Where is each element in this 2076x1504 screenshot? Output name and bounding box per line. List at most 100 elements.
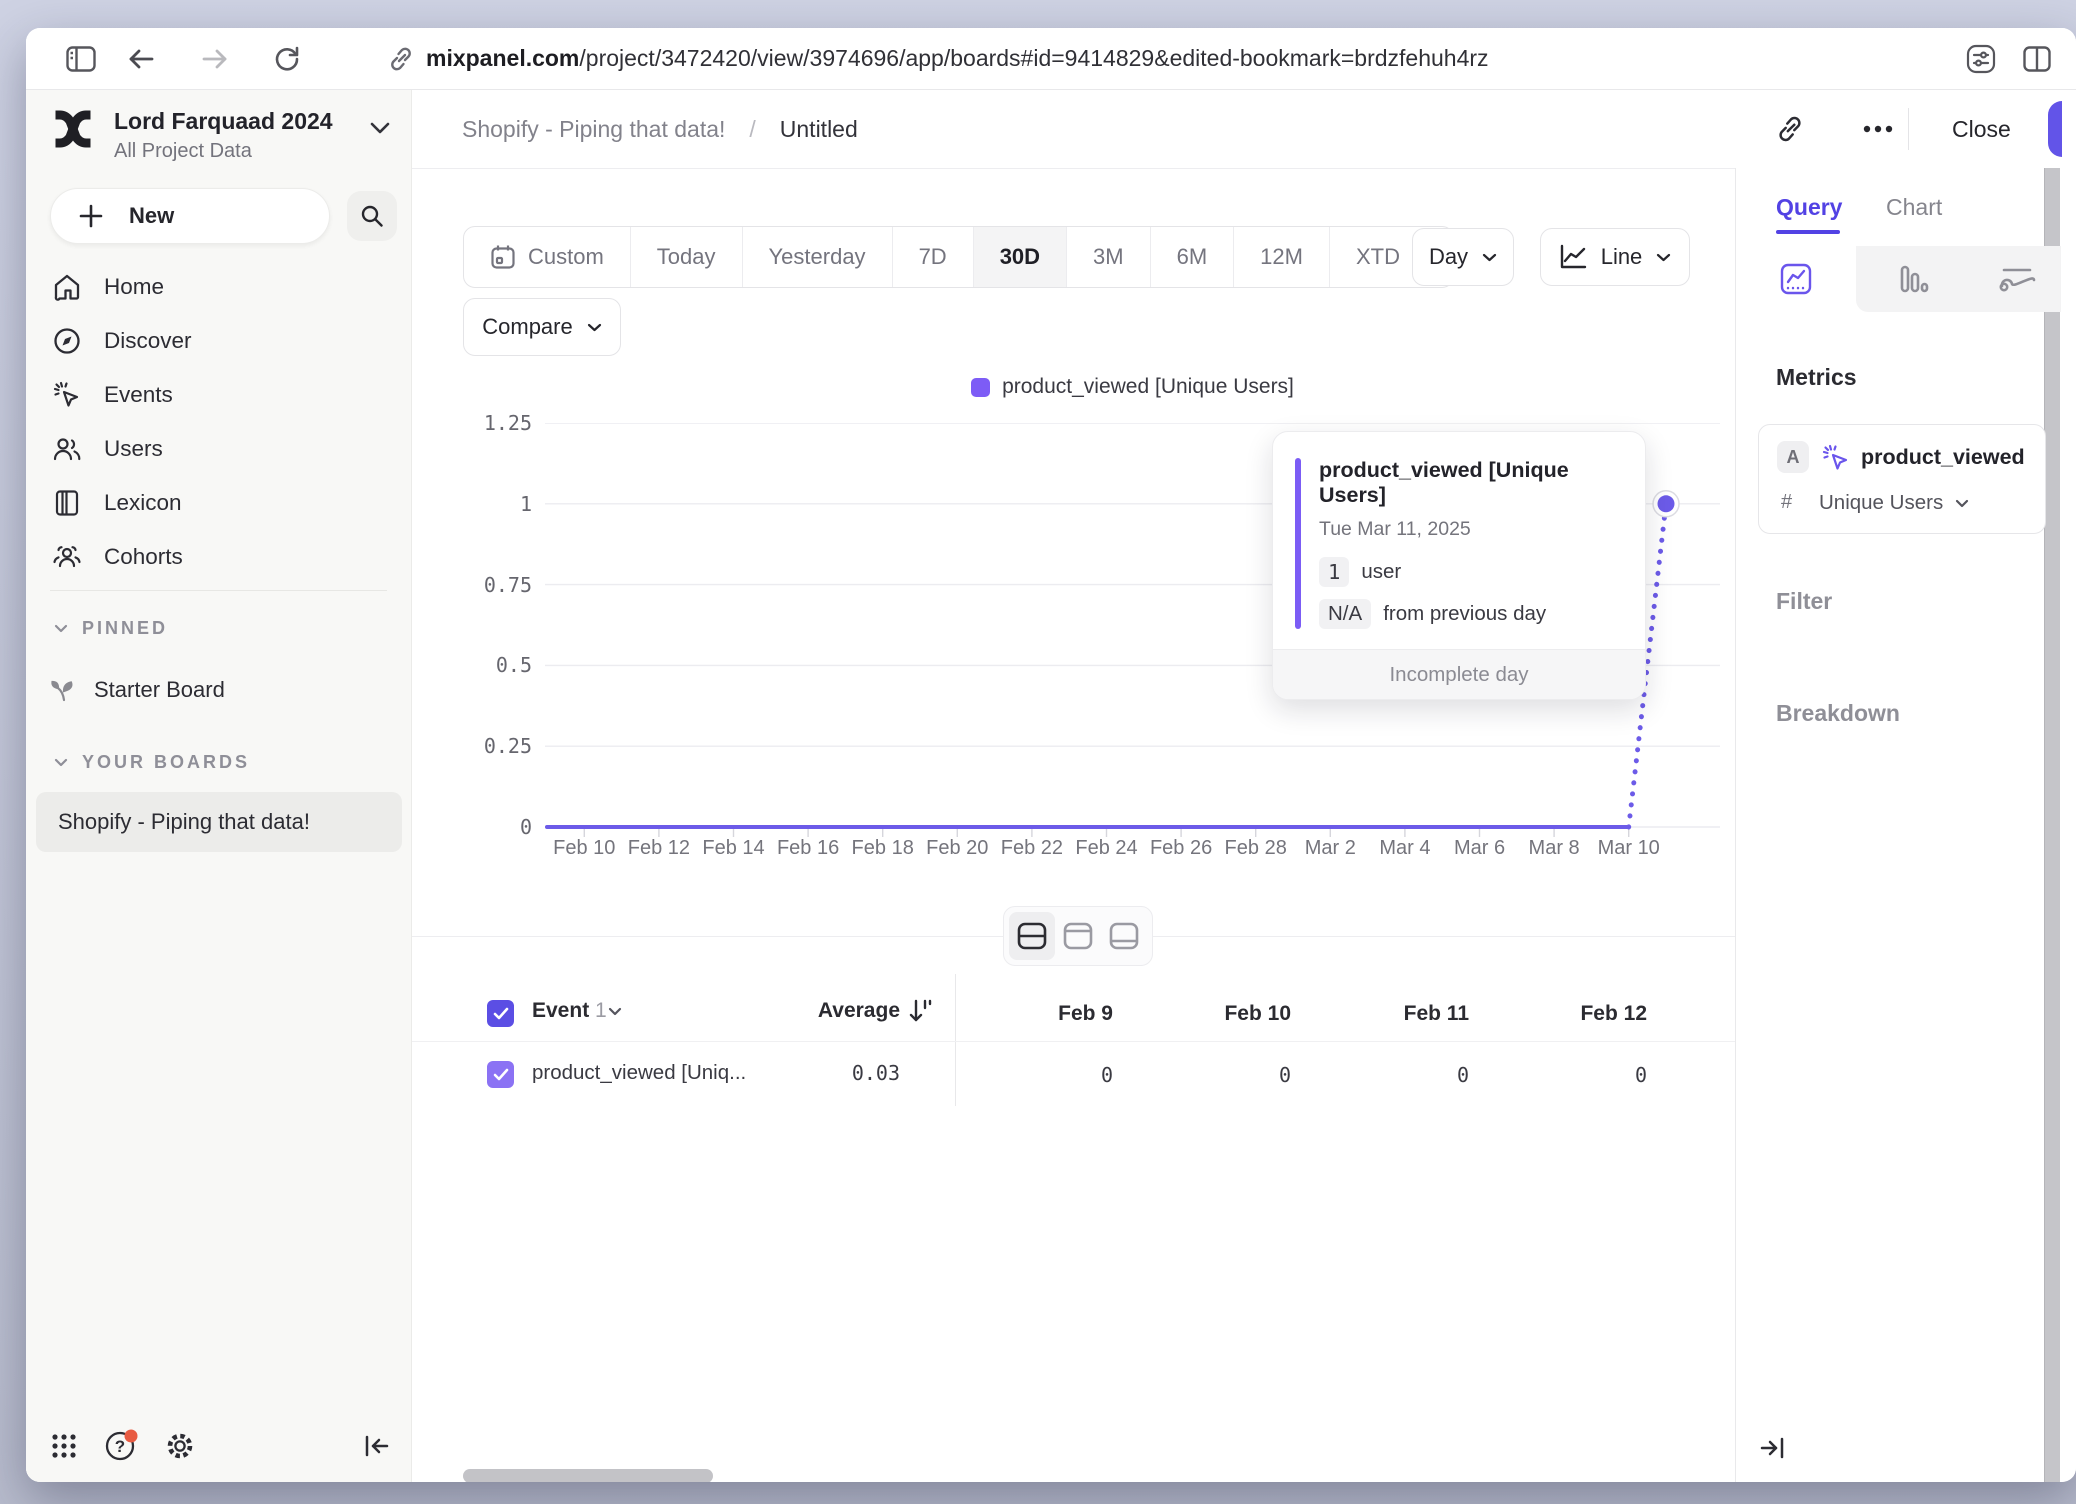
workspace-chevron-down-icon[interactable] — [370, 122, 390, 134]
range-6m[interactable]: 6M — [1151, 227, 1235, 287]
sidebar-item-active-board[interactable]: Shopify - Piping that data! — [36, 792, 402, 852]
sidebar-item-cohorts[interactable]: Cohorts — [26, 530, 412, 584]
compare-dropdown[interactable]: Compare — [463, 298, 621, 356]
metric-card[interactable]: A product_viewed # Unique Users — [1758, 424, 2046, 534]
range-xtd[interactable]: XTD — [1330, 227, 1453, 287]
pinned-section-header[interactable]: PINNED — [54, 618, 168, 639]
help-icon[interactable]: ? — [102, 1426, 142, 1466]
new-button[interactable]: New — [50, 188, 330, 244]
sort-icon[interactable] — [908, 998, 932, 1024]
breadcrumb-page[interactable]: Untitled — [779, 115, 858, 142]
copy-link-icon[interactable] — [1768, 107, 1812, 151]
search-button[interactable] — [347, 191, 397, 241]
legend-swatch — [971, 377, 991, 397]
your-boards-section-header[interactable]: YOUR BOARDS — [54, 752, 250, 773]
date-column-header[interactable]: Feb 12 — [1580, 1001, 1647, 1025]
layout-split-toggle[interactable] — [1009, 912, 1055, 960]
row-checkbox[interactable] — [487, 1061, 514, 1088]
x-axis-tick-label: Feb 28 — [1224, 837, 1287, 859]
browser-sidebar-toggle-icon[interactable] — [64, 42, 98, 76]
tab-query[interactable]: Query — [1776, 194, 1843, 220]
forward-icon[interactable] — [198, 42, 232, 76]
tooltip-value: 1 — [1319, 557, 1350, 587]
date-column-header[interactable]: Feb 11 — [1403, 1001, 1469, 1025]
sidebar-item-label: Discover — [104, 328, 192, 353]
horizontal-scrollbar-thumb[interactable] — [463, 1469, 713, 1482]
date-column-header[interactable]: Feb 10 — [1224, 1001, 1291, 1025]
settings-gear-icon[interactable] — [160, 1426, 200, 1466]
browser-tune-icon[interactable] — [1964, 42, 1998, 76]
flow-squiggle-icon — [1999, 268, 2036, 292]
workspace-name[interactable]: Lord Farquaad 2024 — [114, 108, 333, 134]
range-3m[interactable]: 3M — [1067, 227, 1151, 287]
window-scrollbar[interactable] — [2044, 168, 2060, 1482]
range-today[interactable]: Today — [631, 227, 743, 287]
granularity-dropdown[interactable]: Day — [1412, 228, 1514, 286]
url-bar[interactable]: mixpanel.com/project/3472420/view/397469… — [426, 45, 1489, 72]
sidebar-item-starter-board[interactable]: Starter Board — [50, 676, 225, 704]
insights-chart-icon — [1780, 263, 1812, 295]
board-item-label: Starter Board — [94, 677, 225, 702]
more-options-icon[interactable] — [1856, 107, 1900, 151]
active-tab-underline — [1776, 230, 1840, 234]
chart-style-dropdown[interactable]: Line — [1540, 228, 1690, 286]
x-axis-tick-label: Mar 2 — [1304, 837, 1356, 859]
tooltip-title: product_viewed [Unique Users] — [1319, 458, 1569, 507]
sidebar-item-label: Lexicon — [104, 490, 182, 515]
y-axis-tick-label: 0 — [519, 815, 532, 839]
chevron-down-icon — [1657, 253, 1671, 261]
sidebar-item-lexicon[interactable]: Lexicon — [26, 476, 412, 530]
range-30d[interactable]: 30D — [973, 227, 1068, 287]
date-column-header[interactable]: Feb 9 — [1058, 1001, 1113, 1025]
sidebar-item-home[interactable]: Home — [26, 260, 412, 314]
average-column-header[interactable]: Average — [817, 999, 900, 1022]
query-panel: Query Chart — [1735, 168, 2061, 1482]
sidebar-item-label: Users — [104, 436, 163, 461]
chart-type-funnels-tab[interactable] — [1856, 246, 1971, 312]
chevron-down-icon — [54, 624, 68, 633]
sidebar-footer: ? — [26, 1426, 412, 1472]
line-chart-icon — [1560, 244, 1586, 269]
range-7d[interactable]: 7D — [893, 227, 974, 287]
mixpanel-logo-icon[interactable] — [50, 106, 96, 152]
breadcrumb-board[interactable]: Shopify - Piping that data! — [462, 115, 726, 142]
workspace-subtitle: All Project Data — [114, 140, 252, 162]
sidebar-item-discover[interactable]: Discover — [26, 314, 412, 368]
range-yesterday[interactable]: Yesterday — [743, 227, 893, 287]
cohorts-icon — [53, 546, 81, 568]
range-12m[interactable]: 12M — [1234, 227, 1330, 287]
range-custom[interactable]: Custom — [464, 227, 631, 287]
collapse-sidebar-icon[interactable] — [356, 1426, 396, 1466]
chart-legend[interactable]: product_viewed [Unique Users] — [545, 375, 1720, 399]
row-average-value: 0.03 — [851, 1061, 900, 1085]
chart-type-flows-tab[interactable] — [1971, 246, 2061, 312]
sidebar-item-users[interactable]: Users — [26, 422, 412, 476]
layout-table-only-toggle[interactable] — [1101, 912, 1147, 960]
sidebar-item-events[interactable]: Events — [26, 368, 412, 422]
sidebar-item-label: Cohorts — [104, 544, 183, 569]
select-all-checkbox[interactable] — [487, 1000, 514, 1027]
close-button[interactable]: Close — [1952, 115, 2011, 142]
split-view-icon[interactable] — [2020, 42, 2054, 76]
tab-chart[interactable]: Chart — [1886, 194, 1943, 220]
save-button-clipped[interactable] — [2048, 101, 2062, 157]
chevron-down-icon[interactable] — [608, 1007, 622, 1016]
aggregation-dropdown[interactable]: Unique Users — [1819, 491, 1969, 515]
compass-icon — [54, 328, 80, 354]
collapse-panel-icon[interactable] — [1760, 1436, 1786, 1460]
cell-value: 0 — [1456, 1062, 1469, 1087]
apps-grid-icon[interactable] — [44, 1426, 84, 1466]
chart-type-insights-tab[interactable] — [1736, 246, 1856, 312]
reload-icon[interactable] — [270, 42, 304, 76]
y-axis-tick-label: 1 — [519, 491, 532, 516]
layout-chart-only-toggle[interactable] — [1055, 912, 1101, 960]
table-row[interactable]: product_viewed [Uniq... 0.03 0 0 0 0 — [412, 1041, 1735, 1106]
header-divider — [1908, 108, 1909, 150]
x-axis-tick-label: Mar 4 — [1379, 837, 1431, 859]
x-axis-tick-label: Feb 16 — [776, 837, 840, 859]
chevron-down-icon — [587, 323, 601, 331]
book-icon — [55, 490, 79, 516]
x-axis-tick-label: Feb 22 — [1000, 837, 1064, 859]
event-column-header[interactable]: Event 1 — [532, 999, 607, 1022]
back-icon[interactable] — [124, 42, 158, 76]
